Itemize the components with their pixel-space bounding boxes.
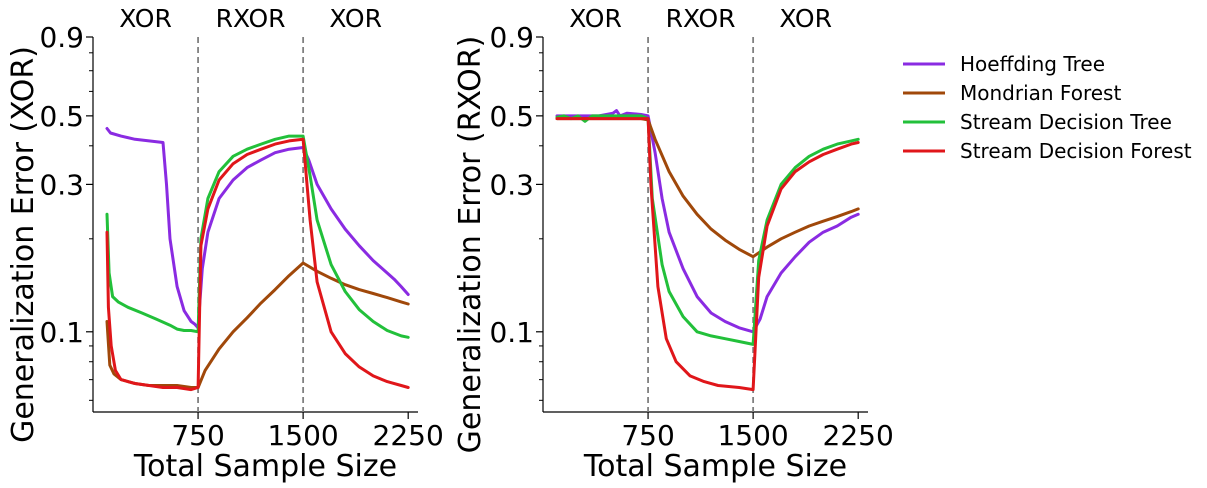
legend-label-sdf: Stream Decision Forest: [960, 139, 1192, 163]
y-tick-label: 0.3: [39, 168, 84, 201]
region-label: RXOR: [666, 4, 736, 33]
legend-label-hoeffding: Hoeffding Tree: [960, 52, 1105, 76]
legend-label-mondrian: Mondrian Forest: [960, 81, 1121, 105]
series-line-sdf: [105, 137, 410, 392]
y-tick-label: 0.5: [39, 100, 84, 133]
y-axis-label: Generalization Error (XOR): [6, 46, 41, 443]
region-label: XOR: [119, 4, 172, 33]
x-tick-label: 1500: [717, 419, 788, 452]
x-axis-label: Total Sample Size: [133, 449, 397, 484]
region-label: XOR: [779, 4, 832, 33]
xor-error-panel: 0.1 0.3 0.5 0.9 750 1500 2250 XOR RXOR XOR Total S…: [6, 4, 444, 484]
y-tick-label: 0.5: [489, 100, 534, 133]
x-tick-label: 750: [621, 419, 674, 452]
series-line-sdt: [105, 134, 410, 339]
x-tick-label: 1500: [267, 419, 338, 452]
legend: Hoeffding Tree Mondrian Forest Stream Deci…: [903, 52, 1192, 163]
rxor-error-panel: 0.1 0.3 0.5 0.9 750 1500 2250 XOR RXOR XOR Total S…: [453, 4, 894, 484]
series-line-sdf: [555, 117, 860, 392]
y-tick-label: 0.1: [489, 316, 534, 349]
x-tick-label: 750: [171, 419, 224, 452]
legend-label-sdt: Stream Decision Tree: [960, 110, 1172, 134]
series-line-hoeffding: [105, 127, 410, 330]
region-label: XOR: [329, 4, 382, 33]
y-axis-label: Generalization Error (RXOR): [453, 36, 488, 454]
x-axis-label: Total Sample Size: [583, 449, 847, 484]
x-tick-label: 2250: [373, 419, 444, 452]
region-label: XOR: [569, 4, 622, 33]
y-tick-label: 0.9: [489, 21, 534, 54]
y-tick-label: 0.9: [39, 21, 84, 54]
y-tick-label: 0.3: [489, 168, 534, 201]
series-line-hoeffding: [555, 109, 860, 334]
region-label: RXOR: [216, 4, 286, 33]
y-tick-label: 0.1: [39, 316, 84, 349]
x-tick-label: 2250: [823, 419, 894, 452]
series-line-mondrian: [555, 117, 860, 259]
